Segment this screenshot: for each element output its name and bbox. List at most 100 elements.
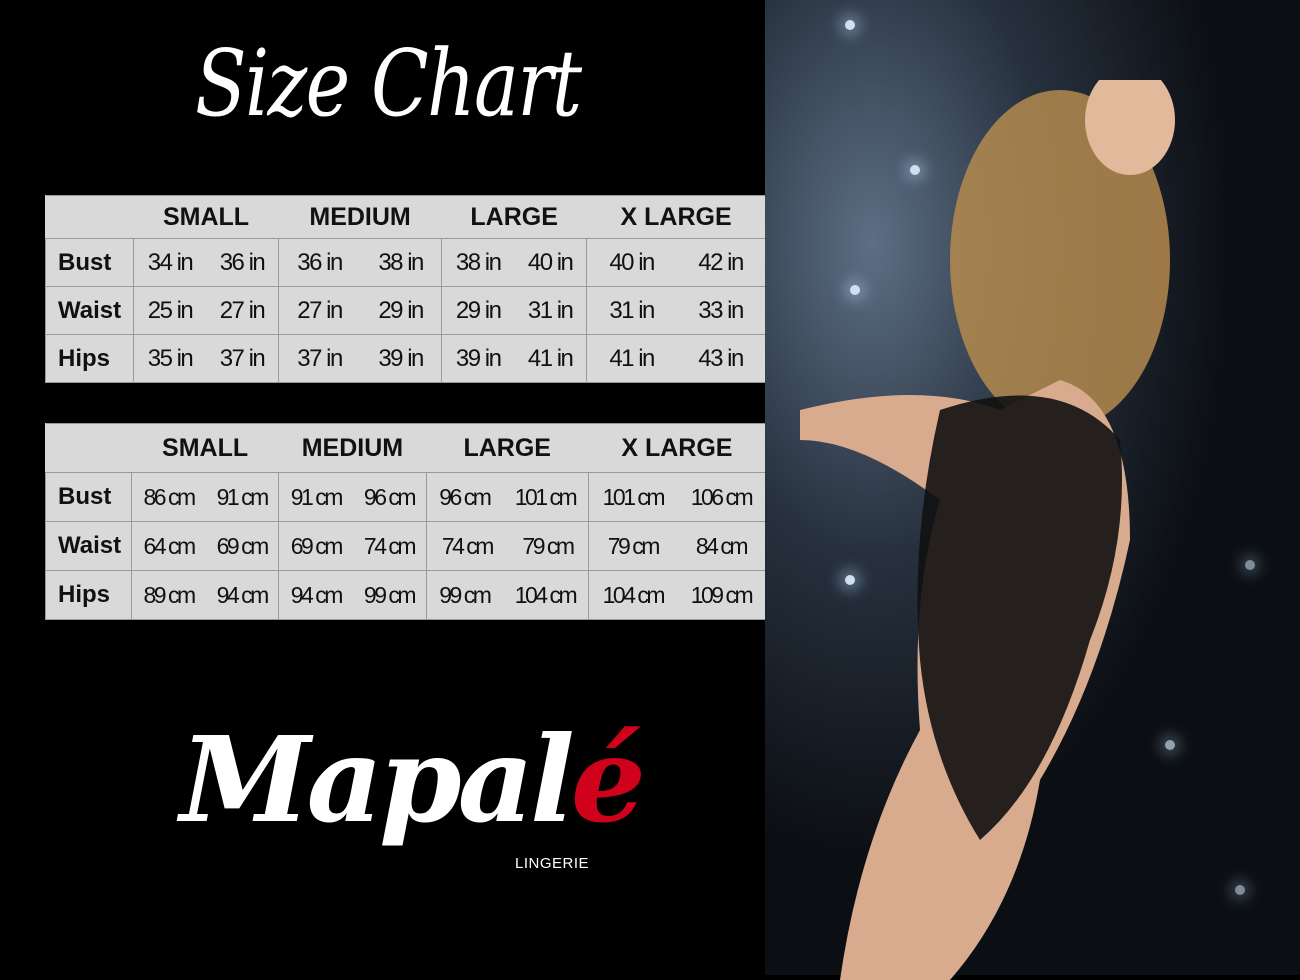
max-value: 69 cm: [216, 532, 270, 559]
max-value: 38 in: [378, 248, 424, 276]
max-value: 109 cm: [690, 581, 754, 608]
min-value: 104 cm: [602, 581, 666, 608]
max-value: 96 cm: [363, 483, 417, 510]
min-value: 79 cm: [607, 532, 661, 559]
table-row: Bust 34 in 36 in 36 in 38 in 38 in 40 in 40 in 4…: [45, 238, 766, 287]
min-value: 89 cm: [143, 581, 196, 608]
min-value: 99 cm: [439, 581, 492, 608]
max-value: 106 cm: [690, 483, 754, 510]
size-range-cell: 38 in 40 in: [441, 238, 588, 287]
size-header: LARGE: [441, 195, 587, 239]
max-value: 79 cm: [522, 532, 575, 559]
table-row: Waist 64 cm 69 cm 69 cm 74 cm 74 cm 79 cm 79 cm…: [45, 521, 767, 571]
size-range-cell: 104 cm 109 cm: [587, 570, 767, 620]
size-header: SMALL: [133, 195, 279, 239]
size-header: MEDIUM: [278, 423, 427, 473]
min-value: 86 cm: [143, 483, 196, 510]
size-table-centimeters: SMALL MEDIUM LARGE X LARGE Bust 86 cm 91 cm 91 …: [45, 423, 767, 620]
size-range-cell: 96 cm 101 cm: [425, 472, 589, 522]
min-value: 101 cm: [602, 483, 666, 510]
measure-label: Waist: [45, 286, 134, 335]
header-row: SMALL MEDIUM LARGE X LARGE: [45, 195, 766, 239]
min-value: 29 in: [455, 296, 502, 324]
max-value: 94 cm: [216, 581, 270, 608]
min-value: 27 in: [297, 296, 343, 324]
min-value: 38 in: [455, 248, 502, 276]
min-value: 91 cm: [290, 483, 344, 510]
size-header: LARGE: [426, 423, 589, 473]
corner-cell: [45, 195, 134, 239]
min-value: 96 cm: [439, 483, 492, 510]
size-range-cell: 41 in 43 in: [586, 334, 766, 383]
max-value: 29 in: [378, 296, 424, 324]
max-value: 104 cm: [514, 581, 578, 608]
measure-label: Hips: [45, 570, 132, 620]
max-value: 91 cm: [216, 483, 270, 510]
min-value: 69 cm: [290, 532, 344, 559]
max-value: 41 in: [527, 344, 574, 372]
table-row: Hips 89 cm 94 cm 94 cm 99 cm 99 cm 104 cm 104 c…: [45, 570, 767, 620]
size-range-cell: 99 cm 104 cm: [425, 570, 589, 620]
max-value: 40 in: [527, 248, 574, 276]
max-value: 74 cm: [363, 532, 417, 559]
min-value: 41 in: [609, 344, 655, 372]
max-value: 27 in: [219, 296, 266, 324]
table-row: Hips 35 in 37 in 37 in 39 in 39 in 41 in 41 in 4…: [45, 334, 766, 383]
size-range-cell: 25 in 27 in: [133, 286, 279, 335]
max-value: 99 cm: [363, 581, 417, 608]
brand-logo: Mapalé: [180, 710, 646, 849]
size-range-cell: 27 in 29 in: [277, 286, 443, 335]
size-range-cell: 36 in 38 in: [277, 238, 443, 287]
min-value: 94 cm: [290, 581, 344, 608]
size-table-inches: SMALL MEDIUM LARGE X LARGE Bust 34 in 36 in 36 …: [45, 195, 766, 383]
min-value: 34 in: [147, 248, 194, 276]
min-value: 31 in: [609, 296, 655, 324]
max-value: 33 in: [698, 296, 744, 324]
size-range-cell: 74 cm 79 cm: [425, 521, 589, 571]
table-row: Waist 25 in 27 in 27 in 29 in 29 in 31 in 31 in…: [45, 286, 766, 335]
max-value: 39 in: [378, 344, 424, 372]
logo-accent: é: [570, 710, 646, 849]
size-range-cell: 86 cm 91 cm: [130, 472, 280, 522]
min-value: 37 in: [297, 344, 343, 372]
max-value: 84 cm: [695, 532, 749, 559]
size-range-cell: 89 cm 94 cm: [130, 570, 280, 620]
size-range-cell: 91 cm 96 cm: [278, 472, 427, 522]
min-value: 40 in: [609, 248, 655, 276]
min-value: 74 cm: [441, 532, 495, 559]
size-range-cell: 34 in 36 in: [133, 238, 279, 287]
measure-label: Hips: [45, 334, 134, 383]
size-header: X LARGE: [588, 423, 766, 473]
model-figure: [800, 80, 1175, 980]
page-title: Size Chart: [195, 30, 582, 137]
max-value: 101 cm: [514, 483, 578, 510]
max-value: 37 in: [219, 344, 266, 372]
logo-subtitle: LINGERIE: [515, 855, 590, 872]
min-value: 39 in: [455, 344, 502, 372]
size-header: MEDIUM: [278, 195, 442, 239]
max-value: 43 in: [698, 344, 744, 372]
size-range-cell: 31 in 33 in: [586, 286, 766, 335]
size-header: SMALL: [131, 423, 279, 473]
size-range-cell: 79 cm 84 cm: [587, 521, 767, 571]
min-value: 64 cm: [143, 532, 196, 559]
max-value: 31 in: [527, 296, 574, 324]
size-range-cell: 64 cm 69 cm: [130, 521, 280, 571]
size-range-cell: 40 in 42 in: [586, 238, 766, 287]
size-range-cell: 39 in 41 in: [441, 334, 588, 383]
logo-text: Mapal: [180, 710, 575, 849]
min-value: 35 in: [147, 344, 194, 372]
size-range-cell: 29 in 31 in: [441, 286, 588, 335]
header-row: SMALL MEDIUM LARGE X LARGE: [45, 423, 766, 473]
size-range-cell: 94 cm 99 cm: [278, 570, 427, 620]
size-range-cell: 101 cm 106 cm: [587, 472, 767, 522]
max-value: 36 in: [219, 248, 266, 276]
size-range-cell: 37 in 39 in: [277, 334, 443, 383]
table-row: Bust 86 cm 91 cm 91 cm 96 cm 96 cm 101 cm 101 c…: [45, 472, 767, 522]
max-value: 42 in: [698, 248, 744, 276]
size-range-cell: 69 cm 74 cm: [278, 521, 427, 571]
measure-label: Bust: [45, 472, 132, 522]
min-value: 25 in: [147, 296, 194, 324]
size-header: X LARGE: [586, 195, 766, 239]
corner-cell: [45, 423, 132, 473]
